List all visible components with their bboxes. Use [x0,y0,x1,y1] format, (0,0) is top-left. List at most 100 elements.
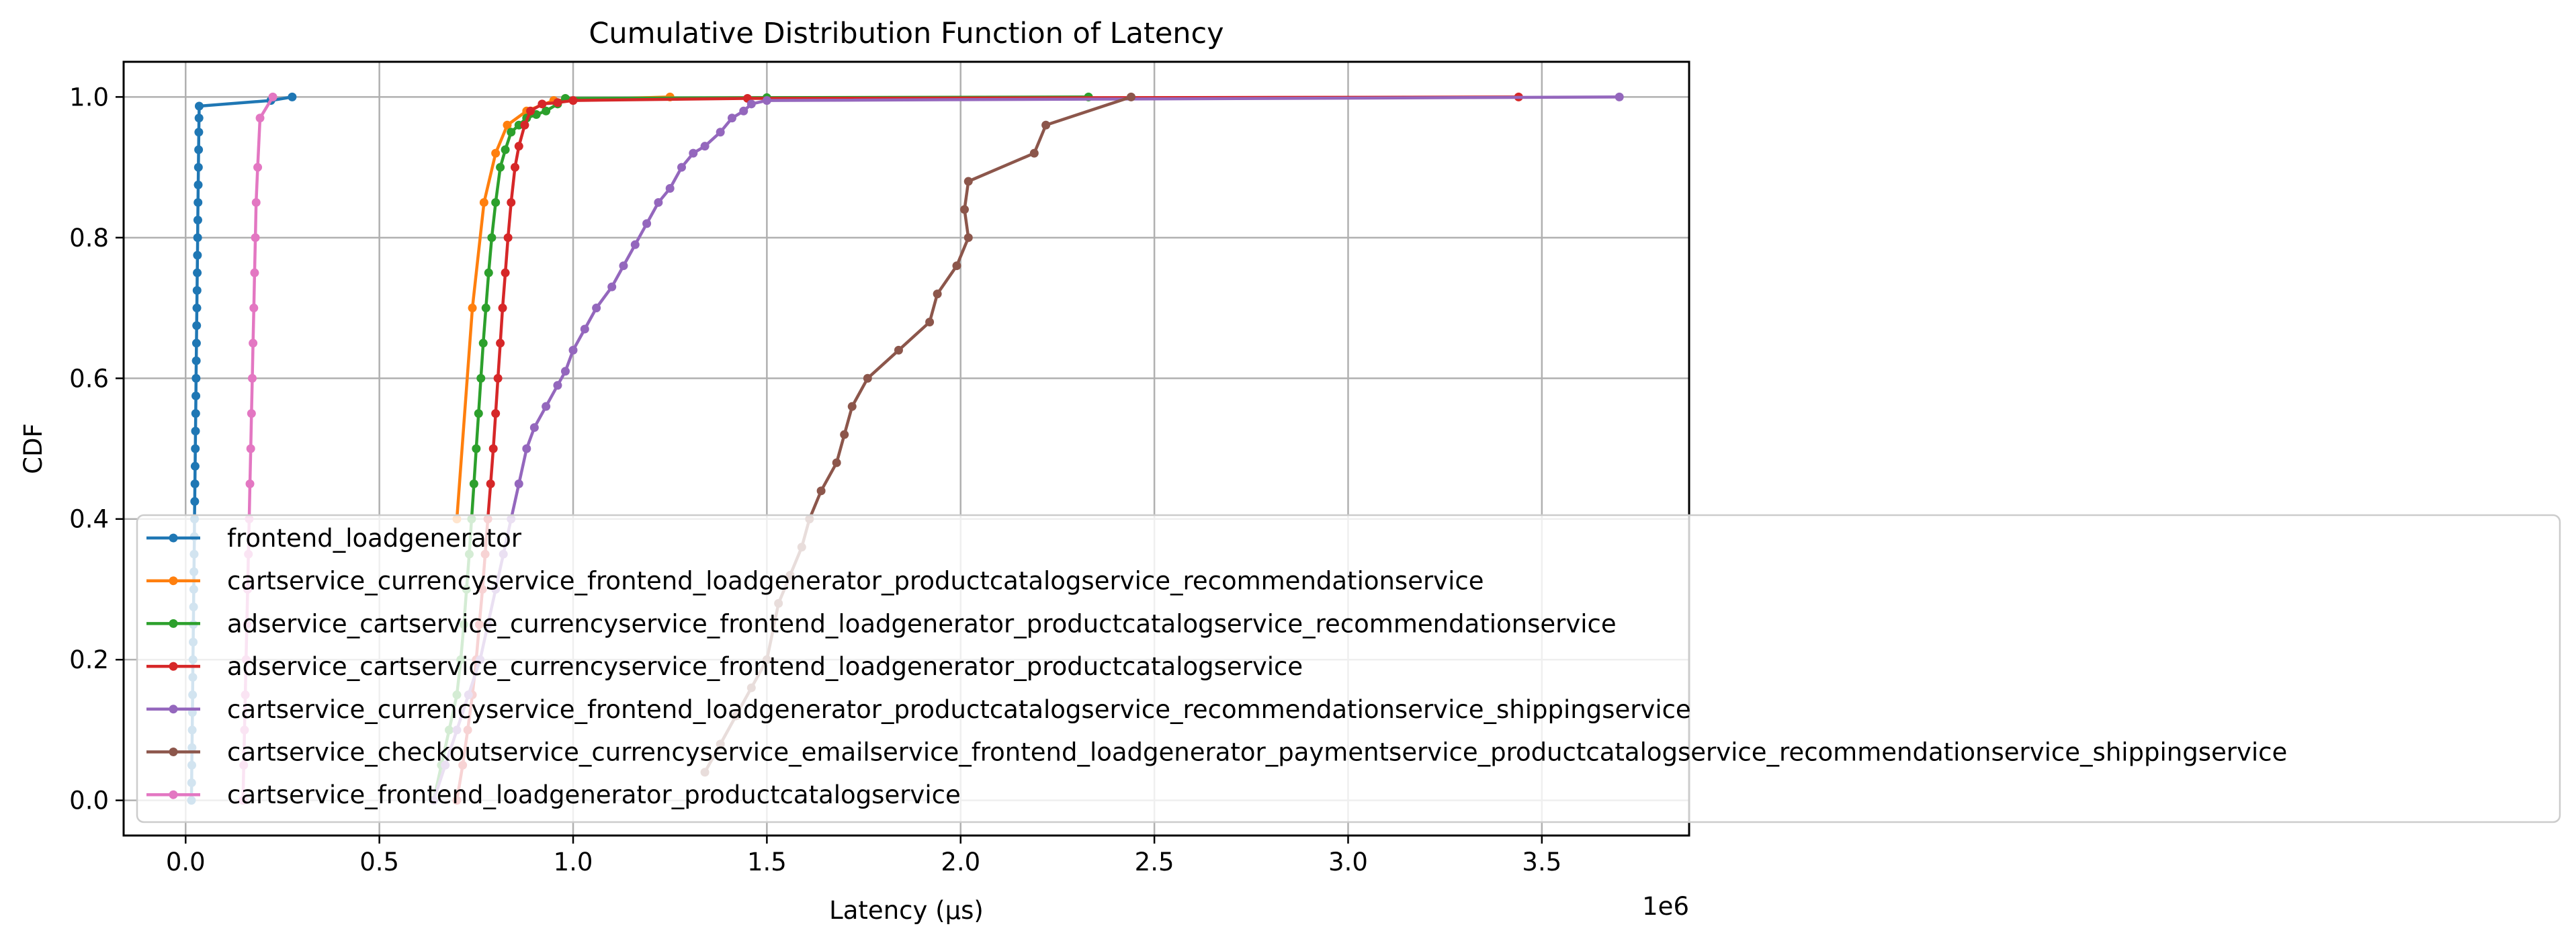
data-point [746,99,756,109]
data-point [580,324,589,334]
data-point [193,268,202,277]
data-point [191,356,201,365]
data-point [654,197,663,207]
data-point [498,304,507,313]
data-point [194,197,203,207]
legend-marker [169,748,178,756]
data-point [192,285,202,295]
data-point [491,148,501,158]
data-point [496,339,505,348]
data-point [194,128,204,137]
data-point [716,128,725,137]
data-point [493,373,503,383]
data-point [665,184,675,193]
x-tick-label: 1.0 [554,848,593,876]
legend-label: cartservice_currencyservice_frontend_loa… [227,695,1691,724]
data-point [538,99,547,109]
data-point [253,163,263,172]
y-tick-label: 0.4 [69,505,109,534]
data-point [832,458,841,467]
data-point [542,106,551,116]
data-point [568,345,578,355]
data-point [503,120,512,130]
data-point [514,142,523,151]
data-point [491,197,501,207]
data-point [689,148,698,158]
y-tick-label: 0.0 [69,786,109,815]
x-tick-label: 3.0 [1328,848,1368,876]
data-point [501,145,510,154]
x-tick-label: 0.5 [359,848,399,876]
y-tick-label: 0.6 [69,364,109,393]
x-tick-label: 1.5 [747,848,787,876]
data-point [607,282,617,291]
data-point [526,106,535,116]
data-point [190,461,200,471]
data-point [619,261,628,271]
x-ticks: 0.0 0.5 1.0 1.5 2.0 2.5 3.0 3.5 [166,836,1561,876]
data-point [191,391,201,400]
data-point [191,339,201,348]
data-point [1615,92,1624,101]
data-point [194,180,203,189]
data-point [501,268,510,277]
data-point [194,114,204,123]
data-point [507,197,516,207]
data-point [246,444,255,453]
legend-marker [169,576,178,586]
data-point [249,304,259,313]
data-point [529,423,539,433]
x-axis-label: Latency (µs) [829,896,984,925]
data-point [1127,92,1136,101]
x-tick-label: 2.0 [941,848,980,876]
data-point [520,120,529,130]
data-point [960,205,970,214]
data-point [193,216,202,225]
data-point [1029,148,1039,158]
data-point [194,163,203,172]
data-point [191,426,200,436]
data-point [190,497,200,506]
data-point [288,92,297,101]
data-point [191,373,201,383]
data-point [255,114,265,123]
data-point [642,219,652,228]
legend-item: adservice_cartservice_currencyservice_fr… [146,652,1303,681]
data-point [469,479,478,488]
data-point [268,92,277,101]
data-point [933,289,942,299]
legend-item: cartservice_frontend_loadgenerator_produ… [146,780,961,809]
data-point [190,479,200,488]
data-point [700,142,710,151]
data-point [476,373,486,383]
data-point [468,304,477,313]
data-point [474,409,483,418]
legend-item: cartservice_currencyservice_frontend_loa… [146,695,1691,724]
data-point [925,317,935,326]
data-point [560,367,570,376]
legend-label: adservice_cartservice_currencyservice_fr… [227,652,1303,681]
data-point [863,373,872,383]
data-point [963,177,973,186]
data-point [491,409,501,418]
data-point [251,233,260,242]
data-point [952,261,961,271]
chart-title: Cumulative Distribution Function of Late… [589,17,1223,50]
data-point [511,163,519,172]
legend-item: cartservice_currencyservice_frontend_loa… [146,567,1484,596]
x-axis-offset-text: 1e6 [1642,892,1689,921]
data-point [677,163,686,172]
data-point [250,268,259,277]
x-tick-label: 3.5 [1522,848,1561,876]
data-point [191,409,200,418]
data-point [496,163,505,172]
data-point [191,444,200,453]
y-tick-label: 0.2 [69,645,109,674]
data-point [487,233,497,242]
data-point [488,444,498,453]
data-point [192,304,202,313]
legend-label: cartservice_currencyservice_frontend_loa… [227,567,1484,596]
data-point [894,345,903,355]
x-tick-label: 2.5 [1135,848,1174,876]
